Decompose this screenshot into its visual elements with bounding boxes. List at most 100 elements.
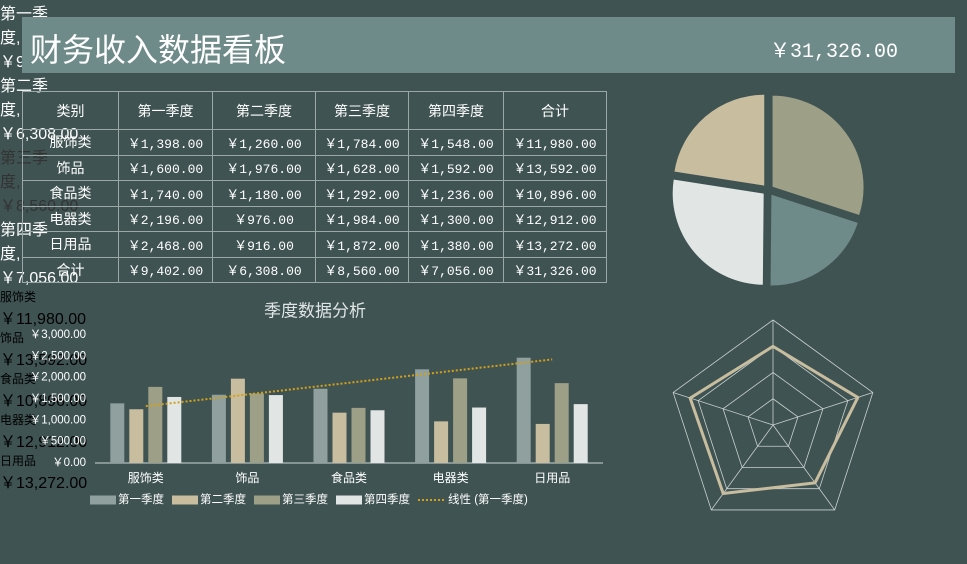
legend-label: 第四季度 (364, 492, 410, 506)
table-cell: ￥12,912.00 (503, 205, 607, 232)
grid-ring (747, 398, 799, 447)
table-row: 电器类 ￥2,196.00 ￥976.00 ￥1,984.00 ￥1,300.00 ￥12… (22, 205, 607, 232)
bar (129, 409, 144, 463)
table-cell: ￥1,380.00 (408, 231, 504, 258)
table-cell: ￥2,468.00 (118, 231, 213, 258)
bar (370, 410, 385, 463)
table-cell: ￥13,592.00 (503, 154, 607, 181)
table-cell: ￥1,628.00 (315, 154, 409, 181)
pie-slice (769, 193, 860, 287)
table-cell: ￥1,984.00 (315, 205, 409, 232)
bar (535, 423, 550, 463)
radar-line (688, 344, 860, 496)
y-tick-label: ￥3,000.00 (30, 329, 86, 341)
table-cell: 饰品 (22, 154, 119, 181)
bar (167, 396, 182, 463)
y-tick-label: ￥500.00 (39, 436, 86, 448)
radar-category: 食品类 (0, 372, 37, 386)
table-cell: ￥13,272.00 (503, 231, 607, 258)
bar (415, 369, 430, 463)
legend-swatch (254, 495, 280, 505)
x-tick-label: 日用品 (534, 471, 570, 485)
table-row: 合计 ￥9,402.00 ￥6,308.00 ￥8,560.00 ￥7,056.00 ￥3… (22, 256, 607, 283)
y-tick-label: ￥2,000.00 (30, 372, 86, 384)
pie-slice (771, 94, 865, 217)
spoke (772, 424, 836, 511)
bar (434, 421, 449, 463)
y-tick-label: ￥0.00 (52, 457, 86, 469)
spoke (710, 424, 774, 511)
bar (332, 412, 347, 463)
bar (573, 404, 588, 463)
bar (230, 378, 245, 463)
table-cell: ￥916.00 (212, 231, 316, 258)
legend-swatch (172, 495, 198, 505)
radar-category: 日用品 (0, 454, 37, 468)
table-cell: ￥9,402.00 (118, 256, 213, 283)
legend-swatch (90, 495, 116, 505)
x-tick-label: 饰品 (235, 471, 259, 485)
bar (249, 393, 264, 463)
table-cell: ￥7,056.00 (408, 256, 504, 283)
table-cell: 食品类 (22, 180, 119, 207)
legend-label: 线性 (第一季度) (448, 492, 528, 506)
table-cell: ￥1,784.00 (315, 129, 409, 156)
radar-category: 电器类 (0, 413, 37, 427)
bar (211, 394, 226, 463)
bar (313, 388, 328, 463)
table-cell: 第四季度 (408, 91, 504, 130)
grid-ring (672, 319, 874, 511)
table-cell: ￥6,308.00 (212, 256, 316, 283)
table-cell: ￥1,600.00 (118, 154, 213, 181)
table-cell: 类别 (22, 91, 119, 130)
table-cell: 合计 (503, 91, 607, 130)
grand-total: ￥31,326.00 (770, 41, 899, 64)
legend-label: 第三季度 (282, 492, 328, 506)
table-cell: 服饰类 (22, 129, 119, 156)
table-cell: 合计 (22, 256, 119, 283)
bar (148, 386, 163, 463)
bar (110, 403, 125, 463)
y-tick-label: ￥1,500.00 (30, 393, 86, 405)
table-cell: 第二季度 (212, 91, 316, 130)
legend-label: 第一季度 (118, 492, 164, 506)
bar (554, 383, 569, 463)
table-cell: ￥31,326.00 (503, 256, 607, 283)
bar (516, 357, 531, 463)
spoke (673, 392, 774, 426)
grid-ring (722, 372, 824, 468)
table-cell: ￥1,260.00 (212, 129, 316, 156)
chart-title: 季度数据分析 (264, 301, 366, 320)
x-tick-label: 电器类 (433, 471, 469, 485)
table-cell: 第一季度 (118, 91, 213, 130)
x-tick-label: 食品类 (331, 470, 367, 485)
radar-category: 饰品 (0, 331, 25, 345)
data-table: 类别 第一季度 第二季度 第三季度 第四季度 合计 服饰类 ￥1,398.00 ￥1,260.0… (22, 91, 607, 283)
table-cell: ￥1,548.00 (408, 129, 504, 156)
table-row: 饰品 ￥1,600.00 ￥1,976.00 ￥1,628.00 ￥1,592.00 ￥1… (22, 154, 607, 181)
table-cell: 第三季度 (315, 91, 409, 130)
bar (453, 378, 468, 463)
header: 财务收入数据看板 ￥31,326.00 (22, 17, 955, 73)
table-header: 类别 第一季度 第二季度 第三季度 第四季度 合计 (22, 91, 607, 130)
y-tick-label: ￥1,000.00 (30, 414, 86, 426)
trendline (145, 358, 553, 408)
bar (351, 407, 366, 463)
table-cell: ￥10,896.00 (503, 180, 607, 207)
pie-slice (671, 178, 765, 286)
pie-slice (673, 93, 766, 187)
bar (268, 395, 283, 463)
table-row: 食品类 ￥1,740.00 ￥1,180.00 ￥1,292.00 ￥1,236.00 ￥… (22, 180, 607, 207)
legend-label: 第二季度 (200, 492, 246, 506)
radar-category: 服饰类 (0, 290, 37, 304)
dashboard-title: 财务收入数据看板 (30, 32, 287, 68)
table-cell: ￥1,180.00 (212, 180, 316, 207)
x-tick-label: 服饰类 (128, 471, 164, 485)
y-tick-label: ￥2,500.00 (30, 350, 86, 362)
table-cell: ￥1,872.00 (315, 231, 409, 258)
table-cell: ￥1,976.00 (212, 154, 316, 181)
bar (472, 407, 487, 463)
table-cell: 日用品 (22, 231, 119, 258)
